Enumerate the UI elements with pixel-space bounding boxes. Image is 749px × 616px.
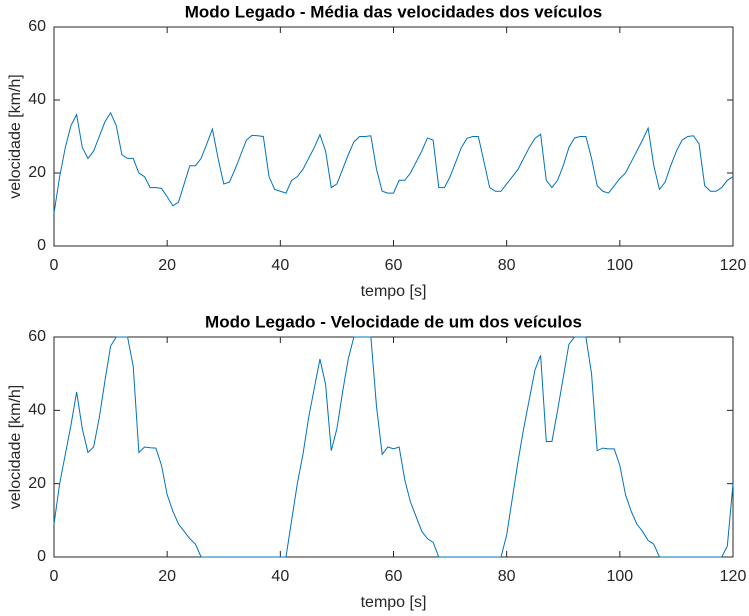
y-tick-label: 20: [28, 475, 46, 492]
x-tick-label: 60: [385, 568, 403, 585]
x-tick-label: 40: [271, 257, 289, 274]
x-tick-label: 0: [50, 257, 59, 274]
x-tick-label: 40: [271, 568, 289, 585]
x-axis-label: tempo [s]: [361, 283, 427, 300]
axes-box: [53, 26, 734, 247]
x-tick-label: 120: [720, 257, 747, 274]
y-axis-label: velocidade [km/h]: [7, 385, 24, 510]
y-tick-label: 0: [37, 548, 46, 565]
y-tick-label: 60: [28, 18, 46, 35]
x-tick-label: 120: [720, 568, 747, 585]
x-tick-label: 80: [498, 257, 516, 274]
axes-box: [53, 336, 734, 558]
x-tick-label: 100: [606, 568, 633, 585]
x-tick-label: 80: [498, 568, 516, 585]
chart-title: Modo Legado - Média das velocidades dos …: [185, 2, 603, 21]
y-tick-label: 40: [28, 402, 46, 419]
y-tick-label: 40: [28, 91, 46, 108]
x-tick-label: 20: [158, 568, 176, 585]
chart-title: Modo Legado - Velocidade de um dos veícu…: [205, 312, 582, 331]
x-tick-label: 20: [158, 257, 176, 274]
x-tick-label: 0: [50, 568, 59, 585]
x-axis-label: tempo [s]: [361, 594, 427, 611]
data-line: [53, 336, 734, 558]
y-axis-label: velocidade [km/h]: [7, 74, 24, 199]
x-tick-label: 60: [385, 257, 403, 274]
y-tick-label: 60: [28, 328, 46, 345]
x-tick-label: 100: [606, 257, 633, 274]
data-line: [53, 111, 734, 214]
y-tick-label: 0: [37, 237, 46, 254]
y-tick-label: 20: [28, 164, 46, 181]
